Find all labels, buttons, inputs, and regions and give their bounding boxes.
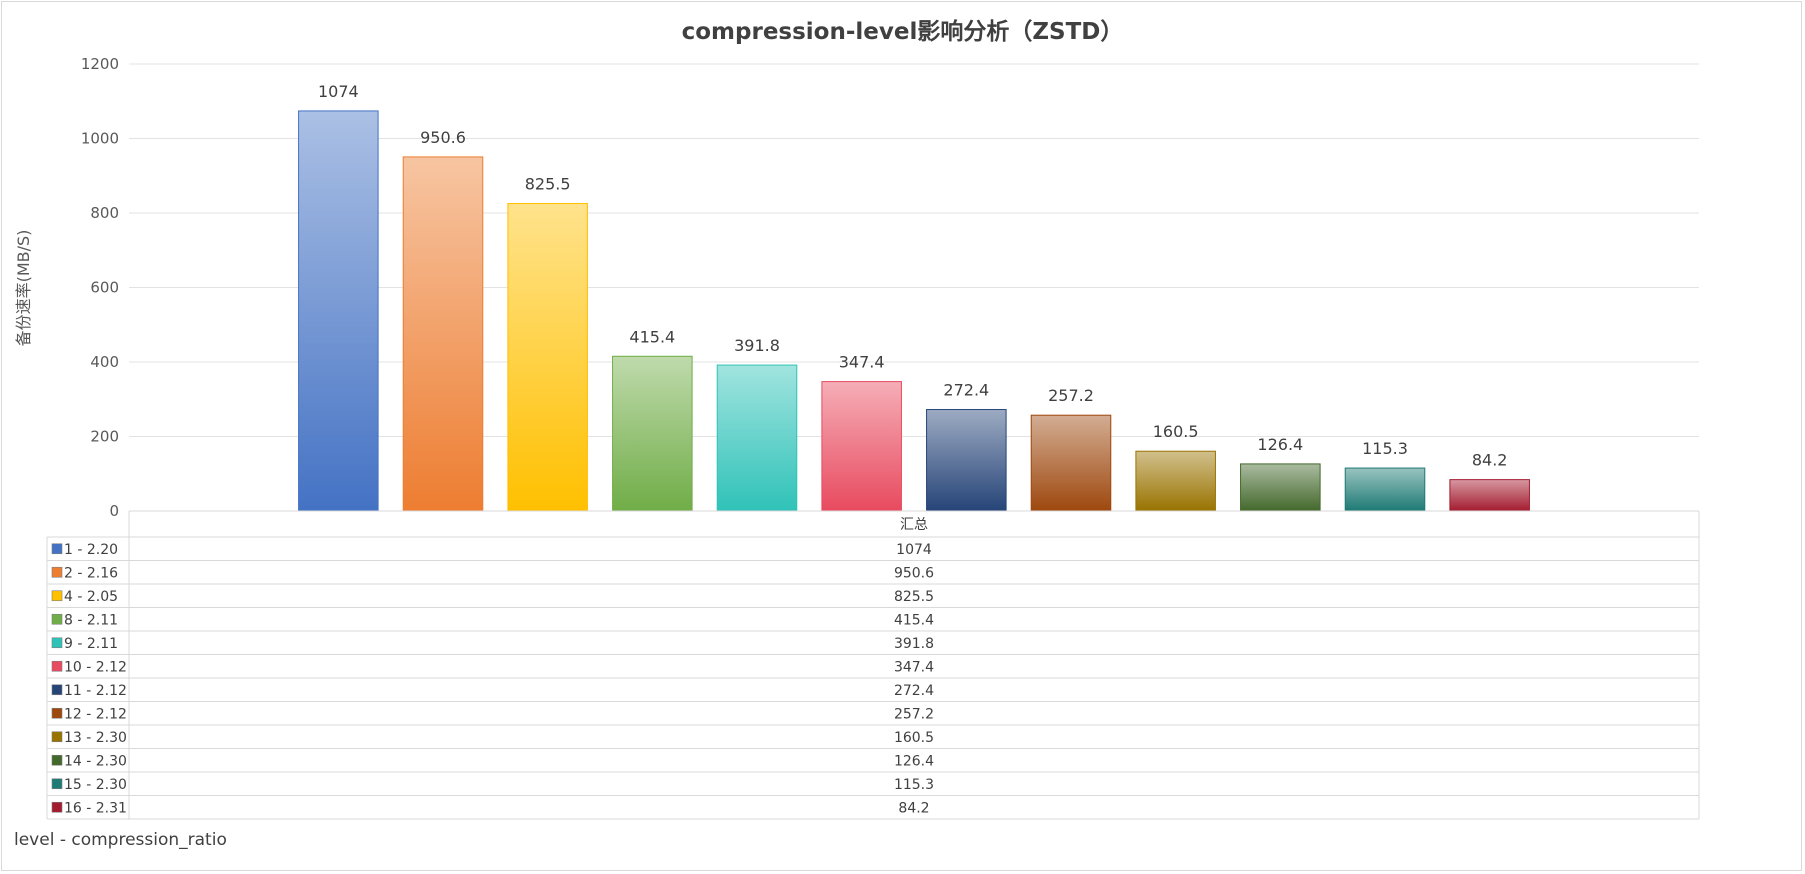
legend-label: 4 - 2.05 [64, 589, 118, 605]
y-tick-label: 1000 [81, 130, 119, 148]
data-label: 1074 [318, 82, 359, 101]
legend-label: 2 - 2.16 [64, 565, 118, 581]
table-value: 160.5 [894, 730, 934, 746]
legend-label: 10 - 2.12 [64, 659, 127, 675]
data-label: 160.5 [1153, 422, 1199, 441]
table-value: 950.6 [894, 565, 934, 581]
bar-9 - 2.11 [716, 364, 798, 512]
y-tick-label: 800 [90, 204, 119, 222]
data-label: 415.4 [629, 327, 675, 346]
bars [298, 110, 1530, 512]
bar-12 - 2.12 [1030, 414, 1112, 512]
table-value: 1074 [896, 542, 932, 558]
legend-key [51, 684, 63, 696]
data-label: 115.3 [1362, 439, 1408, 458]
data-label: 347.4 [839, 353, 885, 372]
data-label: 257.2 [1048, 386, 1094, 405]
bar-8 - 2.11 [612, 355, 693, 512]
y-tick-label: 600 [90, 279, 119, 297]
table-value: 415.4 [894, 612, 934, 628]
legend-label: 11 - 2.12 [64, 683, 127, 699]
table-value: 825.5 [894, 589, 934, 605]
data-label: 391.8 [734, 336, 780, 355]
data-label: 825.5 [525, 175, 571, 194]
table-value: 84.2 [898, 800, 929, 816]
data-label: 126.4 [1257, 435, 1303, 454]
data-table: 汇总 1 - 2.20 1074 2 - 2.16 950.6 4 - 2.05 825.5… [46, 510, 1700, 820]
table-value: 115.3 [894, 777, 934, 793]
bar-16 - 2.31 [1449, 479, 1530, 512]
y-tick-label: 400 [90, 353, 119, 371]
data-label: 84.2 [1472, 451, 1508, 470]
legend-key [51, 613, 63, 625]
legend-label: 15 - 2.30 [64, 777, 127, 793]
table-value: 126.4 [894, 753, 934, 769]
bar-1 - 2.20 [298, 110, 379, 512]
legend-label: 14 - 2.30 [64, 753, 127, 769]
table-value: 257.2 [894, 706, 934, 722]
legend-key [51, 778, 63, 790]
y-axis-ticks: 0 200 400 600 800 1000 1200 [81, 55, 119, 520]
gridlines [129, 63, 1699, 512]
legend-label: 8 - 2.11 [64, 612, 118, 628]
legend-caption: level - compression_ratio [14, 830, 227, 850]
legend-key [51, 801, 63, 813]
bar-4 - 2.05 [507, 203, 588, 512]
legend-label: 13 - 2.30 [64, 730, 127, 746]
y-tick-label: 200 [90, 428, 119, 446]
legend-key [51, 566, 63, 578]
legend-key [51, 590, 63, 602]
legend-key [51, 660, 63, 672]
data-label: 272.4 [943, 381, 989, 400]
bar-15 - 2.30 [1344, 467, 1426, 512]
chart-title: compression-level影响分析（ZSTD） [681, 19, 1124, 45]
y-tick-label: 0 [109, 502, 119, 520]
table-value: 391.8 [894, 636, 934, 652]
legend-label: 16 - 2.31 [64, 800, 127, 816]
bar-14 - 2.30 [1240, 463, 1321, 512]
legend-label: 1 - 2.20 [64, 542, 118, 558]
y-tick-label: 1200 [81, 55, 119, 73]
legend-key [51, 637, 63, 649]
legend-label: 9 - 2.11 [64, 636, 118, 652]
legend-key [51, 754, 63, 766]
bar-2 - 2.16 [402, 156, 484, 512]
legend-key [51, 731, 63, 743]
table-header: 汇总 [900, 517, 928, 533]
legend-key [51, 543, 63, 555]
data-labels: 1074 950.6 825.5 415.4 391.8 347.4 272.4 257.2 1… [318, 82, 1508, 470]
bar-13 - 2.30 [1135, 450, 1216, 512]
legend-label: 12 - 2.12 [64, 706, 127, 722]
bar-10 - 2.12 [821, 381, 902, 512]
table-value: 347.4 [894, 659, 934, 675]
bar-11 - 2.12 [926, 409, 1007, 512]
data-label: 950.6 [420, 128, 466, 147]
legend-key [51, 707, 63, 719]
table-value: 272.4 [894, 683, 934, 699]
